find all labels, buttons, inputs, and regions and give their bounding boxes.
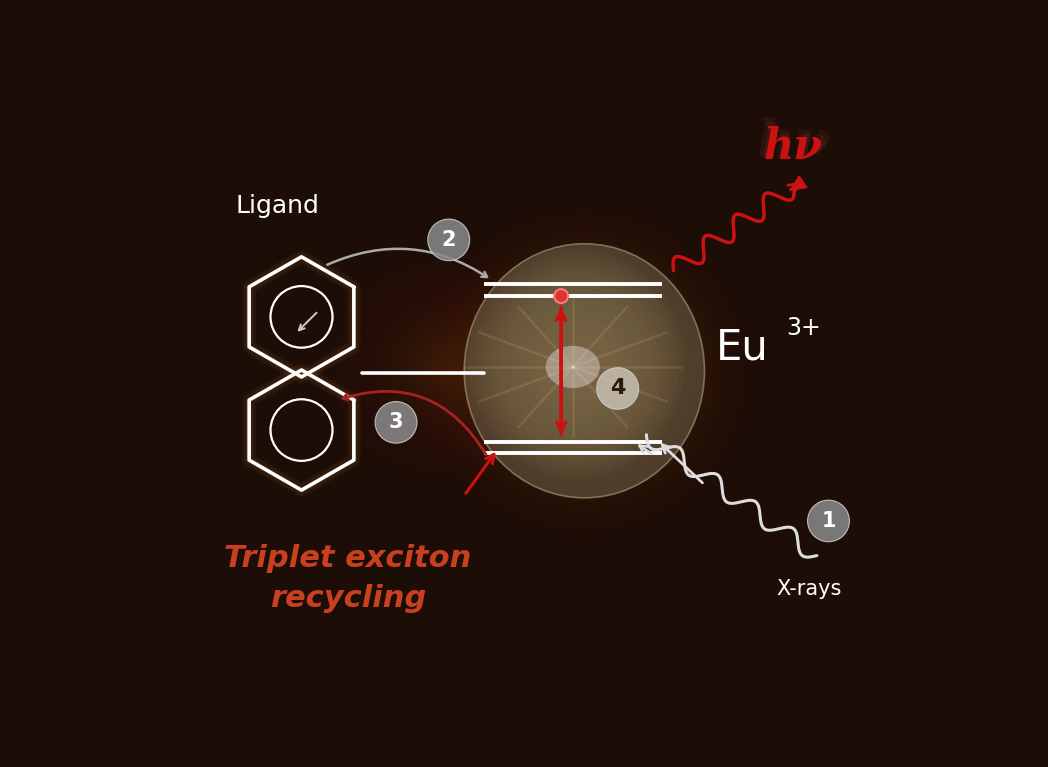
Text: hν: hν: [756, 117, 831, 168]
Text: recycling: recycling: [269, 584, 427, 613]
Ellipse shape: [464, 244, 704, 498]
Text: Eu: Eu: [716, 327, 769, 369]
Circle shape: [808, 500, 850, 542]
Text: X-rays: X-rays: [777, 578, 842, 599]
Text: Ligand: Ligand: [236, 194, 320, 218]
Circle shape: [375, 402, 417, 443]
Circle shape: [554, 289, 568, 303]
Text: Triplet exciton: Triplet exciton: [224, 544, 472, 573]
Text: 3+: 3+: [786, 317, 821, 341]
Text: 3: 3: [389, 413, 403, 433]
Circle shape: [596, 367, 638, 410]
Text: hν: hν: [764, 127, 823, 168]
Ellipse shape: [546, 346, 599, 388]
Text: hν: hν: [760, 122, 827, 168]
Polygon shape: [791, 176, 807, 189]
Text: 2: 2: [441, 230, 456, 250]
Circle shape: [428, 219, 470, 261]
FancyArrowPatch shape: [327, 249, 487, 277]
Text: 4: 4: [610, 378, 626, 399]
Text: 1: 1: [822, 511, 835, 531]
FancyArrowPatch shape: [343, 391, 486, 455]
